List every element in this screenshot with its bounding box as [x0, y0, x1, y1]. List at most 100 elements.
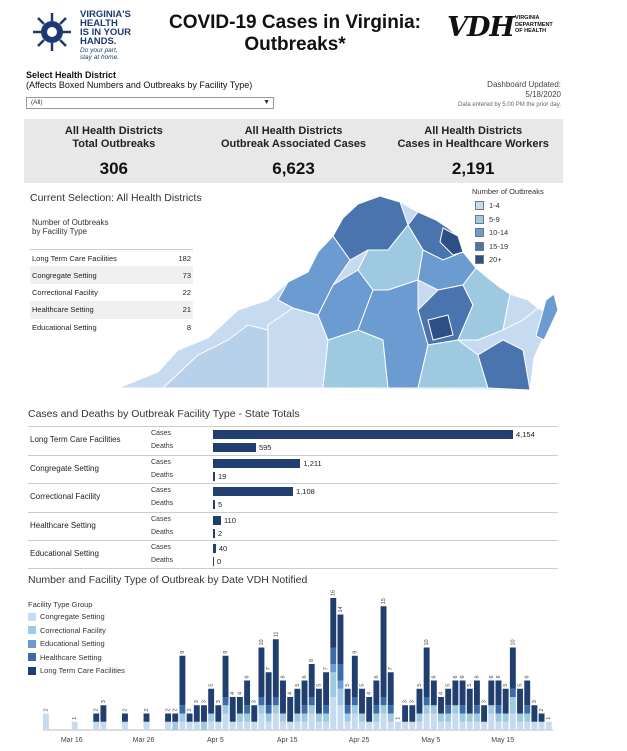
timeline-bar-segment[interactable]: [344, 721, 351, 730]
timeline-bar-segment[interactable]: [481, 705, 488, 722]
timeline-bar-segment[interactable]: [438, 721, 444, 730]
timeline-bar-segment[interactable]: [423, 713, 430, 731]
timeline-bar-segment[interactable]: [445, 721, 452, 730]
table-row[interactable]: Long Term Care Facilities 182: [30, 249, 193, 266]
timeline-bar-segment[interactable]: [201, 705, 207, 722]
timeline-bar-segment[interactable]: [517, 713, 523, 722]
cases-bar[interactable]: [213, 515, 221, 525]
timeline-bar-segment[interactable]: [416, 721, 423, 730]
timeline-bar-segment[interactable]: [466, 721, 473, 730]
timeline-bar-segment[interactable]: [373, 680, 380, 706]
timeline-bar-segment[interactable]: [280, 721, 286, 730]
timeline-bar-segment[interactable]: [366, 697, 373, 722]
timeline-bar-segment[interactable]: [430, 713, 437, 731]
timeline-bar-segment[interactable]: [495, 721, 502, 730]
timeline-bar-segment[interactable]: [337, 705, 344, 730]
timeline-bar-segment[interactable]: [337, 664, 344, 681]
timeline-bar-segment[interactable]: [294, 688, 301, 714]
timeline-bar-segment[interactable]: [380, 606, 387, 697]
timeline-bar-segment[interactable]: [416, 713, 423, 722]
timeline-bar-segment[interactable]: [222, 655, 229, 697]
timeline-bar-segment[interactable]: [229, 721, 236, 730]
timeline-bar-segment[interactable]: [459, 705, 466, 714]
timeline-bar-segment[interactable]: [244, 721, 251, 730]
map-district-eastern-shore[interactable]: [535, 293, 559, 341]
timeline-bar-segment[interactable]: [495, 705, 502, 714]
timeline-bar-segment[interactable]: [265, 721, 272, 730]
timeline-bar-segment[interactable]: [315, 688, 322, 714]
map-district[interactable]: [457, 267, 511, 341]
timeline-bar-segment[interactable]: [380, 697, 387, 706]
timeline-bar-segment[interactable]: [430, 705, 437, 714]
timeline-bar-segment[interactable]: [402, 705, 409, 722]
timeline-bar-segment[interactable]: [351, 655, 358, 697]
timeline-bar-segment[interactable]: [236, 697, 243, 714]
timeline-bar-segment[interactable]: [251, 721, 258, 730]
timeline-bar-segment[interactable]: [280, 713, 286, 722]
timeline-bar-segment[interactable]: [315, 713, 322, 722]
timeline-bar-segment[interactable]: [531, 721, 538, 730]
timeline-bar-segment[interactable]: [301, 680, 308, 706]
timeline-bar-segment[interactable]: [301, 713, 308, 722]
timeline-bar-segment[interactable]: [473, 705, 480, 714]
timeline-bar-segment[interactable]: [208, 721, 215, 730]
timeline-bar-segment[interactable]: [473, 713, 480, 722]
timeline-bar-segment[interactable]: [294, 721, 301, 730]
timeline-bar-segment[interactable]: [236, 713, 243, 722]
timeline-bar-segment[interactable]: [524, 680, 531, 706]
district-select[interactable]: (All) ▼: [26, 97, 274, 109]
timeline-bar-segment[interactable]: [359, 713, 365, 722]
timeline-bar-segment[interactable]: [459, 721, 466, 730]
timeline-bar-segment[interactable]: [272, 705, 279, 714]
timeline-bar-segment[interactable]: [323, 705, 330, 714]
timeline-bar-segment[interactable]: [330, 664, 337, 673]
map-district[interactable]: [277, 235, 351, 316]
deaths-bar[interactable]: [213, 500, 215, 509]
timeline-bar-segment[interactable]: [502, 713, 509, 722]
timeline-bar-segment[interactable]: [330, 647, 337, 665]
timeline-bar-segment[interactable]: [531, 705, 538, 722]
timeline-bar-segment[interactable]: [509, 647, 516, 689]
timeline-bar-segment[interactable]: [308, 664, 315, 697]
timeline-bar-segment[interactable]: [387, 672, 394, 706]
timeline-bar-segment[interactable]: [258, 705, 265, 714]
chevron-down-icon[interactable]: ▼: [263, 99, 270, 106]
timeline-bar-segment[interactable]: [373, 721, 380, 730]
timeline-bar-segment[interactable]: [459, 713, 466, 722]
timeline-bar-segment[interactable]: [323, 713, 330, 722]
timeline-bar-segment[interactable]: [459, 680, 466, 706]
timeline-bar-segment[interactable]: [308, 713, 315, 731]
timeline-bar-segment[interactable]: [387, 721, 394, 730]
timeline-bar-segment[interactable]: [265, 713, 272, 722]
timeline-bar-segment[interactable]: [409, 705, 416, 722]
timeline-bar-segment[interactable]: [179, 705, 186, 714]
cases-bar[interactable]: [213, 430, 513, 439]
timeline-bar-segment[interactable]: [301, 705, 308, 714]
deaths-bar[interactable]: [213, 528, 215, 538]
timeline-bar-segment[interactable]: [143, 713, 150, 722]
deaths-bar[interactable]: [213, 443, 256, 452]
timeline-bar-segment[interactable]: [222, 697, 229, 706]
timeline-bar-segment[interactable]: [538, 713, 545, 722]
table-row[interactable]: Correctional Facility 22: [32, 287, 191, 297]
timeline-bar-segment[interactable]: [251, 705, 258, 722]
timeline-bar-segment[interactable]: [351, 697, 358, 706]
timeline-bar-segment[interactable]: [344, 705, 351, 714]
timeline-bar-segment[interactable]: [524, 713, 531, 722]
timeline-bar-segment[interactable]: [93, 713, 100, 722]
timeline-bar-segment[interactable]: [423, 647, 430, 698]
timeline-bar-segment[interactable]: [330, 598, 337, 648]
timeline-bar-segment[interactable]: [509, 713, 516, 731]
timeline-bar-segment[interactable]: [387, 713, 394, 722]
timeline-bar-segment[interactable]: [165, 713, 171, 722]
table-row[interactable]: Congregate Setting 73: [30, 266, 193, 284]
timeline-bar-segment[interactable]: [43, 713, 49, 731]
timeline-bar-segment[interactable]: [502, 721, 509, 730]
timeline-bar-segment[interactable]: [402, 721, 409, 730]
timeline-bar-segment[interactable]: [179, 713, 186, 722]
timeline-bar-segment[interactable]: [315, 721, 322, 730]
map-district[interactable]: [417, 339, 489, 389]
timeline-bar-segment[interactable]: [71, 721, 78, 730]
timeline-bar-segment[interactable]: [215, 721, 222, 730]
